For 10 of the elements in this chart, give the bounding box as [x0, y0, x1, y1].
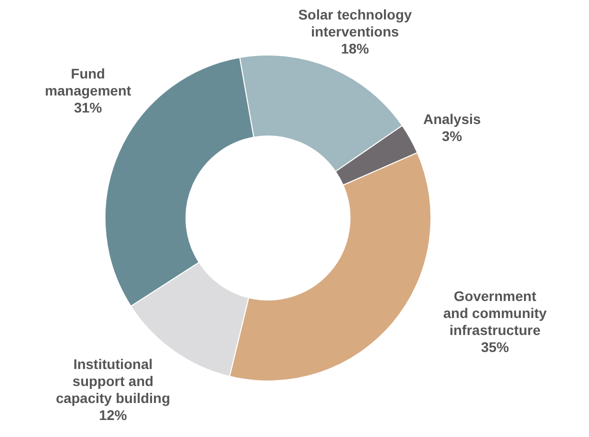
data-label: 35% — [480, 339, 510, 355]
slice-label: Solar technology interventions — [298, 6, 412, 40]
slice-label: Fund management — [44, 66, 132, 98]
data-label: 18% — [340, 40, 370, 56]
slice-label: Government and community infrastructure — [443, 288, 547, 338]
data-label: 3% — [442, 128, 463, 144]
data-label: 12% — [98, 407, 128, 423]
slice-label: Analysis — [423, 111, 482, 127]
slice-label: Institutional support and capacity building — [56, 356, 170, 406]
data-label: 31% — [74, 100, 103, 116]
